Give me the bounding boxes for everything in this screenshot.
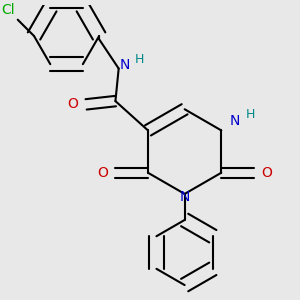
Text: Cl: Cl bbox=[1, 3, 15, 17]
Text: H: H bbox=[246, 108, 255, 121]
Text: H: H bbox=[135, 53, 145, 66]
Text: O: O bbox=[97, 166, 108, 180]
Text: O: O bbox=[68, 98, 79, 111]
Text: N: N bbox=[120, 58, 130, 72]
Text: O: O bbox=[262, 166, 272, 180]
Text: N: N bbox=[229, 114, 239, 128]
Text: N: N bbox=[179, 190, 190, 204]
